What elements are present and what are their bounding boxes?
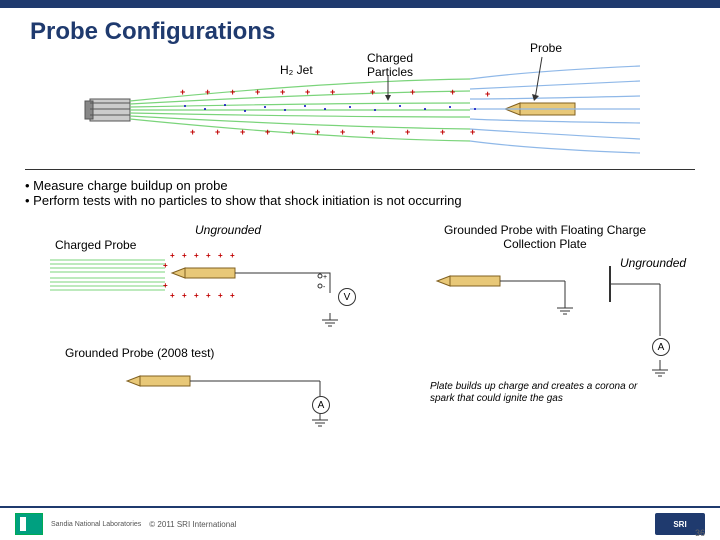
svg-text:+: + bbox=[230, 87, 235, 97]
svg-text:+: + bbox=[370, 87, 375, 97]
svg-text:+: + bbox=[170, 251, 175, 260]
bullet-2: Perform tests with no particles to show … bbox=[33, 193, 461, 208]
page-number: 36 bbox=[695, 528, 705, 538]
svg-text:+: + bbox=[205, 87, 210, 97]
bullet-list: • Measure charge buildup on probe • Perf… bbox=[25, 178, 695, 208]
svg-text:+: + bbox=[194, 251, 199, 260]
bullet-1: Measure charge buildup on probe bbox=[33, 178, 227, 193]
voltmeter: V bbox=[338, 288, 356, 306]
svg-text:+: + bbox=[323, 274, 327, 281]
copyright: © 2011 SRI International bbox=[149, 520, 236, 529]
svg-text:+: + bbox=[206, 291, 211, 300]
svg-text:+: + bbox=[230, 251, 235, 260]
sandia-logo-icon bbox=[15, 513, 43, 535]
svg-text:+: + bbox=[230, 291, 235, 300]
svg-text:+: + bbox=[330, 87, 335, 97]
page-title: Probe Configurations bbox=[30, 18, 720, 46]
svg-text:+: + bbox=[485, 89, 490, 99]
svg-text:+: + bbox=[305, 87, 310, 97]
svg-text:+: + bbox=[170, 291, 175, 300]
svg-text:+: + bbox=[280, 87, 285, 97]
svg-text:+: + bbox=[190, 127, 195, 137]
svg-text:+: + bbox=[194, 291, 199, 300]
svg-text:+: + bbox=[240, 127, 245, 137]
ammeter-2: A bbox=[312, 396, 330, 414]
svg-text:+: + bbox=[405, 127, 410, 137]
svg-text:+: + bbox=[315, 127, 320, 137]
ammeter-1: A bbox=[652, 338, 670, 356]
svg-text:+: + bbox=[470, 127, 475, 137]
svg-text:+: + bbox=[410, 87, 415, 97]
svg-text:+: + bbox=[370, 127, 375, 137]
svg-text:+: + bbox=[340, 127, 345, 137]
svg-text:+: + bbox=[180, 87, 185, 97]
svg-text:+: + bbox=[290, 127, 295, 137]
svg-text:+: + bbox=[215, 127, 220, 137]
svg-text:+: + bbox=[163, 261, 168, 270]
main-diagram: H₂ Jet Charged Particles Probe bbox=[30, 51, 710, 161]
svg-text:+: + bbox=[182, 291, 187, 300]
header-bar bbox=[0, 0, 720, 8]
svg-text:+: + bbox=[163, 281, 168, 290]
svg-text:+: + bbox=[440, 127, 445, 137]
svg-text:+: + bbox=[255, 87, 260, 97]
main-diagram-svg: + + + + + + + + + + + + + + + + + + + + + + bbox=[30, 51, 710, 161]
svg-text:+: + bbox=[182, 251, 187, 260]
svg-text:+: + bbox=[450, 87, 455, 97]
divider bbox=[25, 169, 695, 170]
svg-text:+: + bbox=[206, 251, 211, 260]
svg-text:+: + bbox=[265, 127, 270, 137]
svg-text:-: - bbox=[323, 284, 326, 291]
sub-diagrams: Charged Probe Ungrounded Grounded Probe … bbox=[20, 218, 720, 428]
footer: Sandia National Laboratories © 2011 SRI … bbox=[0, 506, 720, 540]
svg-text:+: + bbox=[218, 291, 223, 300]
sandia-text: Sandia National Laboratories bbox=[51, 521, 141, 528]
plate-caption: Plate builds up charge and creates a cor… bbox=[430, 381, 650, 405]
svg-text:+: + bbox=[218, 251, 223, 260]
